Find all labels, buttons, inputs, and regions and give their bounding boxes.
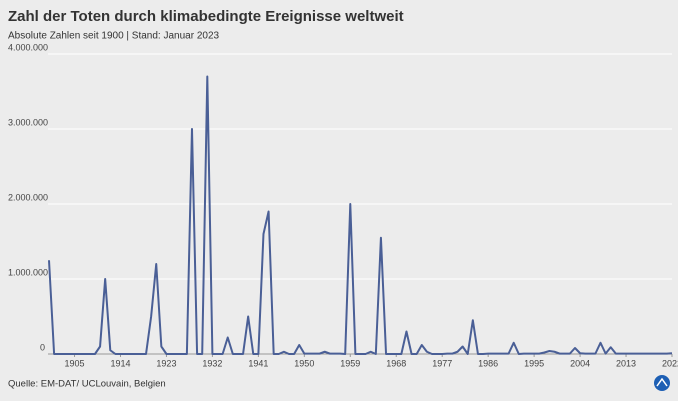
x-tick-label: 1923	[156, 358, 176, 368]
y-tick-label: 3.000.000	[8, 117, 48, 127]
x-tick-label: 1995	[524, 358, 544, 368]
x-tick-label: 1968	[386, 358, 406, 368]
y-tick-label: 4.000.000	[8, 42, 48, 52]
x-tick-label: 1977	[432, 358, 452, 368]
x-tick-label: 1914	[110, 358, 130, 368]
x-tick-label: 1950	[294, 358, 314, 368]
data-line	[48, 75, 673, 355]
x-tick-label: 2004	[570, 358, 590, 368]
chart-subtitle: Absolute Zahlen seit 1900 | Stand: Janua…	[8, 31, 220, 42]
x-tick-label: 1959	[340, 358, 360, 368]
x-tick-label: 2022	[662, 358, 678, 368]
x-tick-label: 1986	[478, 358, 498, 368]
logo	[654, 375, 670, 391]
x-tick-label: 1905	[65, 358, 85, 368]
x-tick-label: 1941	[248, 358, 268, 368]
chart-title: Zahl der Toten durch klimabedingte Ereig…	[8, 8, 404, 25]
y-tick-label: 2.000.000	[8, 192, 48, 202]
y-tick-label: 0	[40, 342, 45, 352]
x-tick-label: 1932	[202, 358, 222, 368]
x-tick-label: 2013	[616, 358, 636, 368]
logo-mark	[656, 377, 668, 387]
source: Quelle: EM-DAT/ UCLouvain, Belgien	[8, 379, 166, 390]
y-tick-label: 1.000.000	[8, 267, 48, 277]
